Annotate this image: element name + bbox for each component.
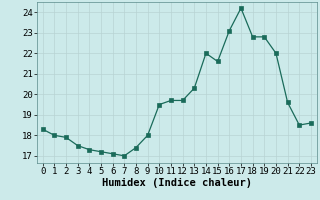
- X-axis label: Humidex (Indice chaleur): Humidex (Indice chaleur): [102, 178, 252, 188]
